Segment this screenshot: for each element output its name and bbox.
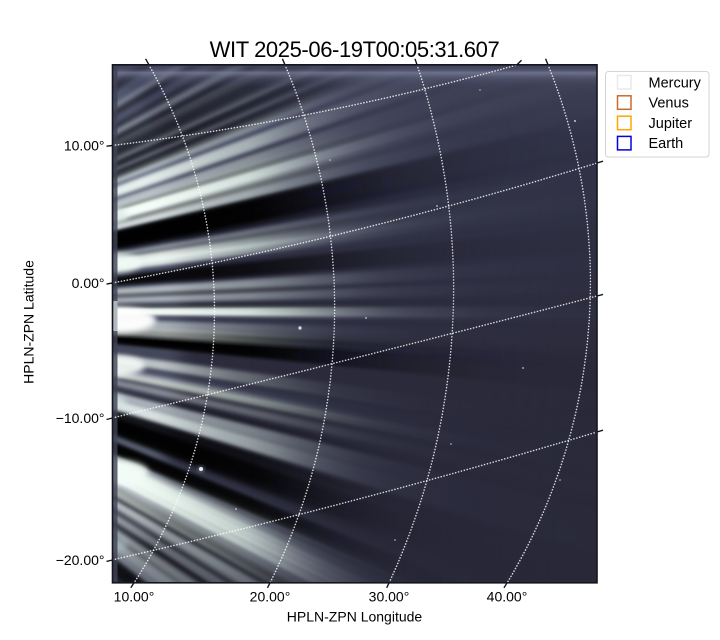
svg-text:−20.00°: −20.00°	[56, 552, 105, 568]
svg-text:Venus: Venus	[649, 96, 689, 112]
svg-text:HPLN-ZPN Longitude: HPLN-ZPN Longitude	[287, 609, 423, 625]
svg-text:Jupiter: Jupiter	[649, 116, 693, 132]
svg-text:20.00°: 20.00°	[250, 589, 291, 605]
svg-text:WIT 2025-06-19T00:05:31.607: WIT 2025-06-19T00:05:31.607	[210, 37, 500, 62]
svg-text:0.00°: 0.00°	[72, 275, 105, 291]
svg-text:10.00°: 10.00°	[114, 589, 155, 605]
svg-text:−10.00°: −10.00°	[56, 410, 105, 426]
svg-text:Earth: Earth	[649, 136, 684, 152]
svg-text:HPLN-ZPN Latitude: HPLN-ZPN Latitude	[21, 260, 37, 384]
svg-text:Mercury: Mercury	[649, 75, 702, 91]
svg-text:10.00°: 10.00°	[64, 138, 105, 154]
svg-text:40.00°: 40.00°	[487, 589, 528, 605]
svg-text:30.00°: 30.00°	[369, 589, 410, 605]
